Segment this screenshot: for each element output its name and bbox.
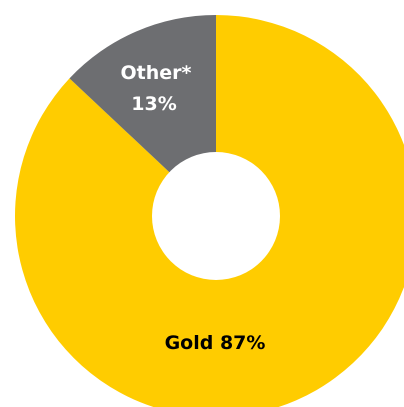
slice-label-other-name: Other* <box>121 62 192 84</box>
slice-label-gold: Gold 87% <box>165 332 266 354</box>
slice-label-other-percent: 13% <box>131 93 176 115</box>
donut-hole <box>152 152 280 280</box>
